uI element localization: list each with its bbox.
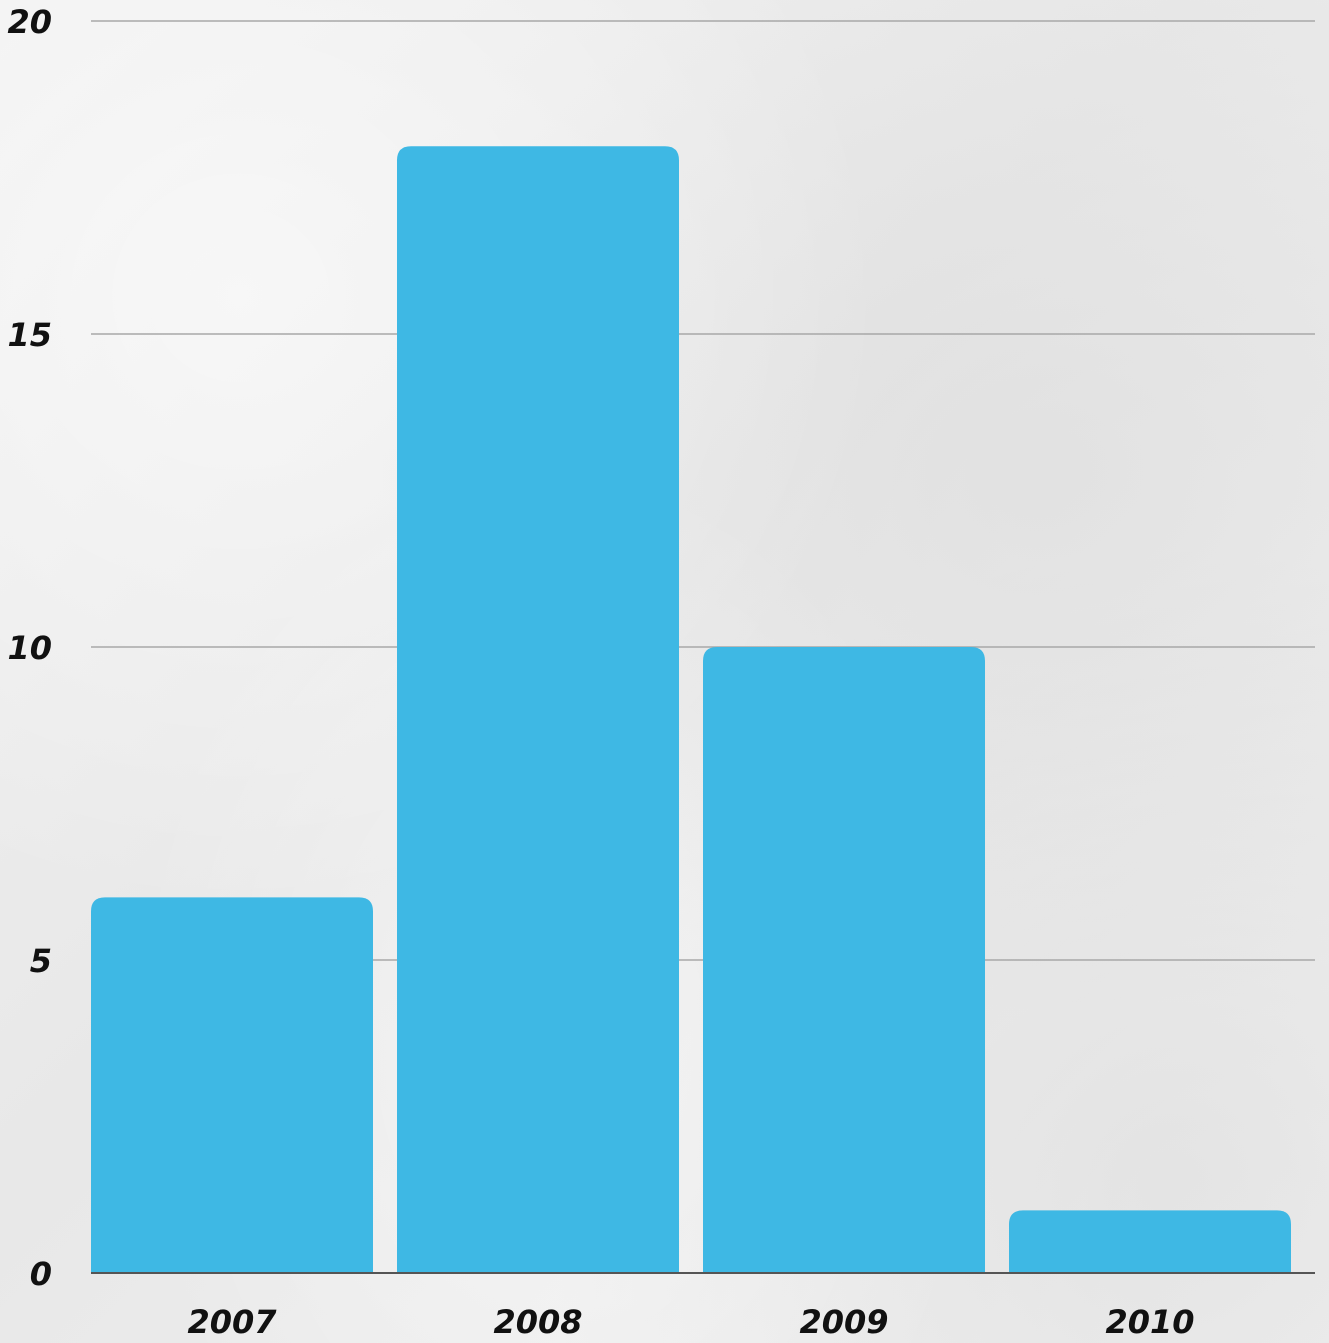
x-axis-tick-labels: 2007 2008 2009 2010 xyxy=(187,1303,1194,1341)
bar-2007 xyxy=(91,897,373,1273)
bar-2009 xyxy=(703,647,985,1273)
y-tick-label-20: 20 xyxy=(7,3,52,41)
x-tick-label-2007: 2007 xyxy=(187,1303,277,1341)
y-tick-label-10: 10 xyxy=(7,629,52,667)
x-tick-label-2009: 2009 xyxy=(799,1303,888,1341)
bar-2008 xyxy=(397,146,679,1274)
y-tick-label-5: 5 xyxy=(30,942,52,980)
y-tick-label-15: 15 xyxy=(7,316,52,354)
y-axis-tick-labels: 0 5 10 15 20 xyxy=(7,3,52,1293)
x-tick-label-2010: 2010 xyxy=(1105,1303,1194,1341)
y-tick-label-0: 0 xyxy=(30,1255,52,1293)
bars xyxy=(91,146,1291,1274)
x-tick-label-2008: 2008 xyxy=(493,1303,582,1341)
bar-2010 xyxy=(1009,1210,1291,1273)
